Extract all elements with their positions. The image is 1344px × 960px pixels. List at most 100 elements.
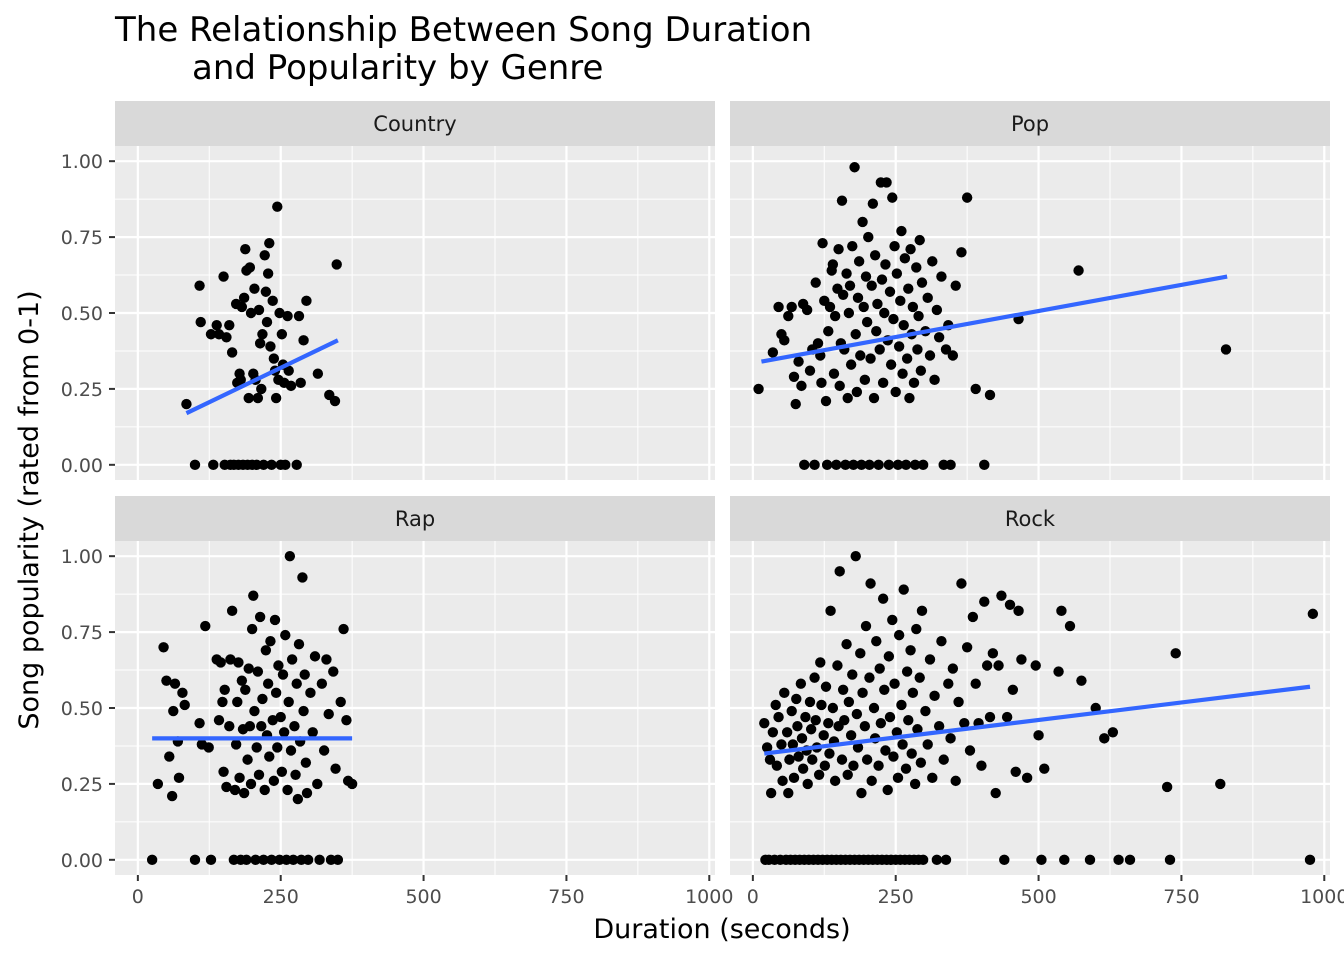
data-point: [914, 672, 925, 683]
data-point: [888, 313, 899, 325]
data-point: [252, 392, 264, 404]
data-point: [277, 669, 289, 680]
data-point: [219, 684, 230, 695]
data-point: [970, 678, 981, 689]
data-point: [979, 459, 990, 471]
data-point: [211, 319, 222, 331]
data-point: [837, 289, 849, 300]
data-point: [859, 374, 871, 385]
data-point: [976, 760, 987, 771]
data-point: [258, 854, 269, 866]
data-point: [860, 620, 872, 632]
data-point: [979, 596, 990, 607]
data-point: [866, 775, 877, 787]
data-point: [850, 550, 861, 562]
y-tick-label: 1.00: [61, 546, 103, 568]
data-point: [286, 654, 298, 665]
data-point: [251, 742, 262, 753]
data-point: [301, 787, 313, 799]
data-point: [933, 332, 945, 343]
trend-line-pop: [761, 274, 1228, 364]
data-point: [927, 256, 938, 267]
data-point: [837, 684, 849, 695]
data-point: [275, 711, 286, 723]
data-point: [790, 398, 801, 410]
data-point: [913, 310, 924, 322]
data-point: [855, 648, 866, 659]
data-point: [161, 675, 172, 686]
data-point: [253, 304, 265, 316]
data-point: [856, 459, 867, 471]
data-point: [857, 687, 868, 699]
data-point: [241, 854, 252, 866]
data-point: [851, 708, 863, 720]
data-point: [305, 687, 316, 699]
data-point: [929, 690, 940, 702]
data-point: [181, 398, 192, 410]
data-point: [262, 678, 274, 689]
data-point: [244, 721, 256, 732]
data-point: [1170, 648, 1181, 659]
data-point: [956, 247, 967, 258]
x-axis-title: Duration (seconds): [593, 914, 850, 945]
data-point: [847, 241, 858, 252]
data-point: [234, 772, 245, 784]
data-point: [293, 310, 305, 322]
data-point: [892, 772, 904, 784]
data-point: [203, 742, 214, 753]
data-point: [788, 772, 800, 784]
data-point: [177, 687, 188, 699]
data-point: [256, 383, 267, 395]
data-point: [166, 790, 178, 802]
facet-label-rock: Rock: [1005, 507, 1056, 531]
data-point: [880, 259, 891, 270]
data-point: [887, 614, 898, 626]
data-point: [896, 699, 907, 711]
data-point: [283, 365, 294, 376]
data-point: [233, 657, 244, 668]
data-point: [189, 854, 201, 866]
data-point: [841, 268, 852, 279]
data-point: [895, 295, 906, 307]
data-point: [779, 335, 790, 346]
data-point: [905, 645, 916, 656]
data-point: [1164, 854, 1176, 866]
data-point: [936, 636, 947, 647]
data-point: [1004, 599, 1016, 610]
data-point: [265, 636, 276, 647]
data-point: [820, 395, 832, 407]
data-point: [321, 654, 332, 665]
data-point: [254, 338, 266, 349]
data-point: [1016, 654, 1027, 665]
data-point: [786, 301, 797, 313]
data-point: [771, 760, 783, 771]
data-point: [833, 244, 844, 255]
data-point: [250, 854, 261, 866]
data-point: [900, 763, 912, 774]
facet-rock: Rock 0 250 500 750 1000: [730, 496, 1344, 908]
x-tick-label: 1000: [1300, 886, 1344, 908]
data-point: [845, 730, 857, 741]
data-point: [205, 329, 217, 340]
data-point: [221, 781, 232, 793]
data-point: [884, 711, 896, 723]
data-point: [221, 332, 232, 343]
data-point: [892, 459, 904, 471]
data-point: [796, 733, 808, 744]
data-point: [328, 666, 339, 677]
data-point: [897, 368, 908, 379]
data-point: [799, 459, 810, 471]
data-point: [940, 854, 952, 866]
facet-strip-pop: [730, 101, 1330, 146]
data-point: [943, 678, 954, 689]
data-point: [834, 380, 845, 392]
data-point: [843, 307, 855, 319]
data-point: [922, 292, 933, 304]
data-point: [767, 727, 779, 738]
y-tick-label: 1.00: [61, 151, 103, 173]
data-point: [841, 639, 852, 650]
data-point: [260, 645, 272, 656]
data-point: [950, 280, 961, 291]
data-point: [267, 714, 278, 726]
data-point: [792, 721, 803, 732]
